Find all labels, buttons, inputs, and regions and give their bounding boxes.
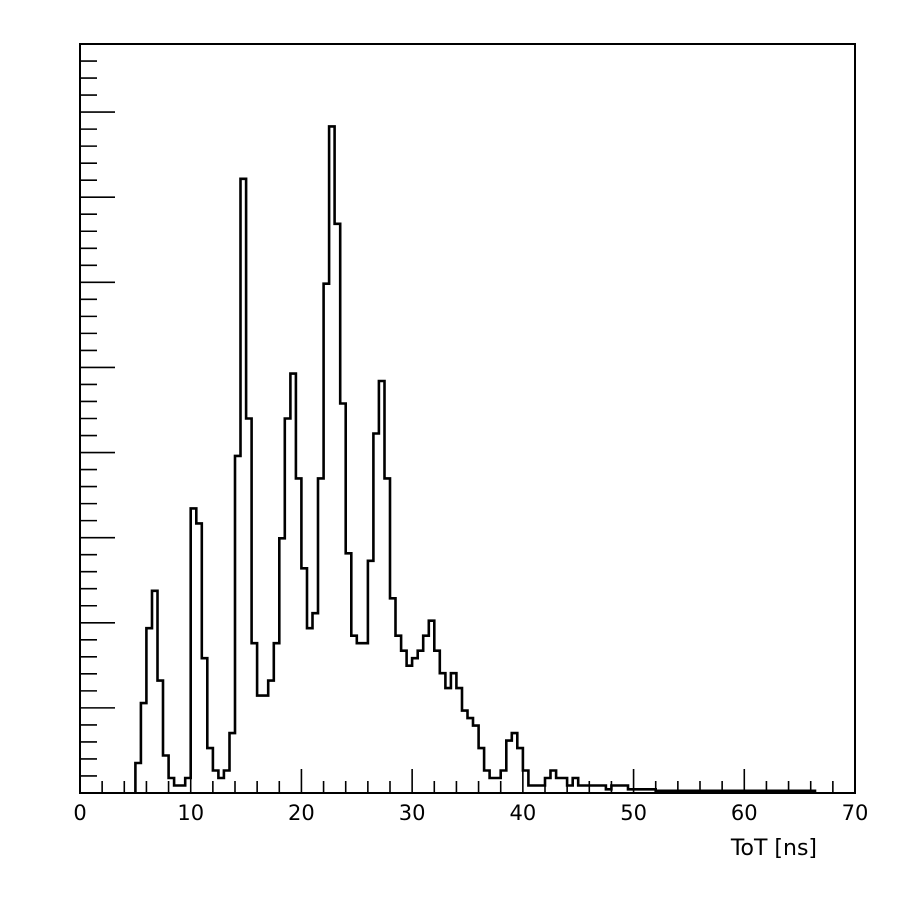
x-axis-tick-labels: 0 10 20 30 40 50 60 70 [73, 801, 868, 825]
x-tick-label: 30 [399, 801, 426, 825]
x-tick-label: 0 [73, 801, 86, 825]
x-tick-label: 70 [842, 801, 869, 825]
plot-frame [79, 43, 856, 794]
histogram-series-line [134, 125, 817, 793]
x-tick-label: 40 [509, 801, 536, 825]
x-axis-title: ToT [ns] [730, 836, 817, 861]
x-tick-label: 60 [731, 801, 758, 825]
x-tick-label: 20 [288, 801, 315, 825]
x-tick-label: 10 [177, 801, 204, 825]
x-tick-label: 50 [620, 801, 647, 825]
x-axis-ticks [79, 769, 856, 793]
plot-area [134, 125, 817, 793]
y-axis-ticks [80, 43, 115, 794]
